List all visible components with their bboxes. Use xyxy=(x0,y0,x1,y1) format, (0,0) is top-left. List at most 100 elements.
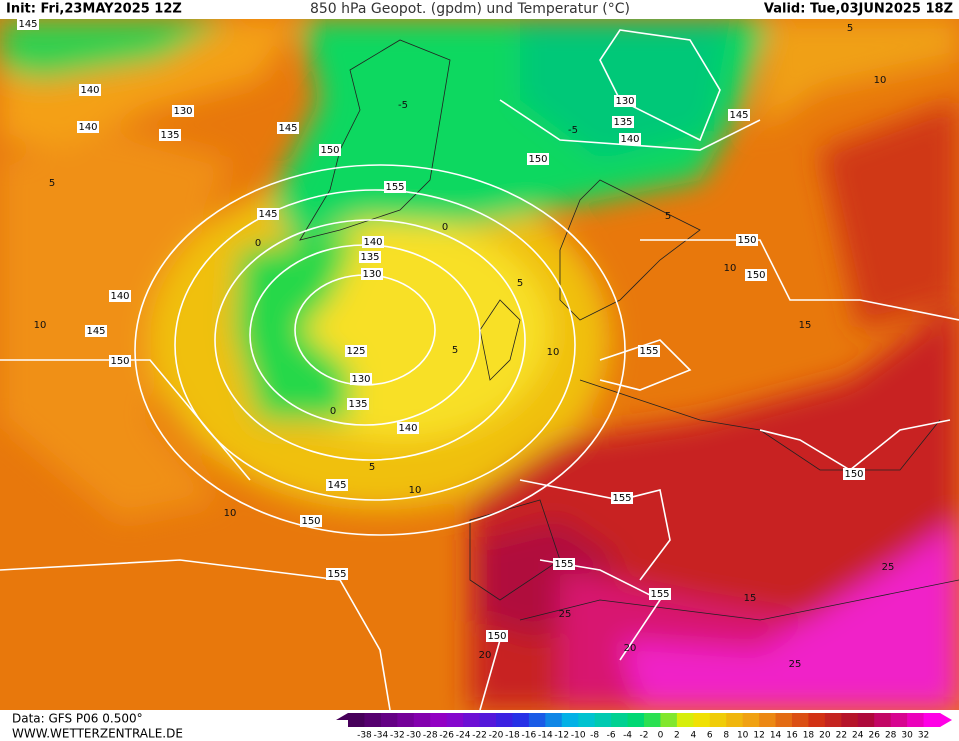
label-box xyxy=(109,290,131,302)
geopotential-label: 150 xyxy=(301,516,320,527)
colorbar-label: 20 xyxy=(819,731,831,741)
label-box xyxy=(619,133,641,145)
temperature-label: 0 xyxy=(442,222,448,233)
colorbar-label: -16 xyxy=(522,731,537,741)
colorbar-label: 32 xyxy=(918,731,929,741)
colorbar-label: -12 xyxy=(554,731,569,741)
colorbar-label: -22 xyxy=(472,731,487,741)
colorbar-label: 24 xyxy=(852,731,864,741)
colorbar-swatch xyxy=(841,713,859,727)
colorbar-swatch xyxy=(742,713,760,727)
colorbar-label: -2 xyxy=(640,731,649,741)
geopotential-label: 140 xyxy=(80,85,99,96)
colorbar-label: -4 xyxy=(623,731,632,741)
label-box xyxy=(728,109,750,121)
colorbar-swatch xyxy=(578,713,596,727)
colorbar-swatch xyxy=(808,713,826,727)
geopotential-label: 155 xyxy=(650,589,669,600)
colorbar-swatch xyxy=(676,713,694,727)
colorbar-label: 4 xyxy=(690,731,696,741)
label-box xyxy=(17,18,39,30)
temperature-label: 10 xyxy=(724,263,737,274)
colorbar-swatch xyxy=(824,713,842,727)
label-box xyxy=(612,116,634,128)
temperature-label: 10 xyxy=(409,485,422,496)
colorbar-swatch xyxy=(627,713,645,727)
label-box xyxy=(384,181,406,193)
colorbar-swatch xyxy=(890,713,908,727)
colorbar-label: -30 xyxy=(406,731,421,741)
colorbar-label: 16 xyxy=(786,731,798,741)
colorbar-swatch xyxy=(907,713,925,727)
geopotential-label: 130 xyxy=(173,106,192,117)
colorbar-swatch xyxy=(874,713,892,727)
label-box xyxy=(638,345,660,357)
colorbar-label: 8 xyxy=(723,731,729,741)
temperature-label: 5 xyxy=(369,462,375,473)
colorbar-label: 0 xyxy=(658,731,664,741)
label-box xyxy=(553,558,575,570)
geopotential-label: 135 xyxy=(613,117,632,128)
colorbar-label: 30 xyxy=(901,731,913,741)
colorbar-swatch xyxy=(496,713,513,727)
colorbar-label: 22 xyxy=(836,731,847,741)
init-time: Init: Fri,23MAY2025 12Z xyxy=(6,2,182,17)
temperature-label: 5 xyxy=(847,23,853,34)
colorbar-swatch xyxy=(792,713,809,727)
label-box xyxy=(319,144,341,156)
data-source: Data: GFS P06 0.500° xyxy=(12,712,143,726)
geopotential-label: 145 xyxy=(86,326,105,337)
geopotential-label: 145 xyxy=(327,480,346,491)
colorbar-swatch xyxy=(364,713,382,727)
label-box xyxy=(614,95,636,107)
colorbar-swatch xyxy=(512,713,530,727)
label-box xyxy=(359,251,381,263)
geopotential-label: 140 xyxy=(363,237,382,248)
temperature-label: 20 xyxy=(479,650,492,661)
label-box xyxy=(843,468,865,480)
colorbar-swatch xyxy=(545,713,563,727)
colorbar-label: 28 xyxy=(885,731,897,741)
label-box xyxy=(397,422,419,434)
label-box xyxy=(362,236,384,248)
temperature-label: 20 xyxy=(624,643,637,654)
colorbar-label: -34 xyxy=(374,731,389,741)
label-box xyxy=(85,325,107,337)
temperature-label: 15 xyxy=(744,593,757,604)
geopotential-label: 140 xyxy=(398,423,417,434)
temperature-label: 0 xyxy=(330,406,336,417)
colorbar-swatch xyxy=(759,713,777,727)
colorbar-swatch xyxy=(479,713,497,727)
colorbar-swatch xyxy=(726,713,744,727)
geopotential-label: 155 xyxy=(554,559,573,570)
label-box xyxy=(350,373,372,385)
colorbar-label: -20 xyxy=(489,731,504,741)
colorbar-swatch xyxy=(561,713,579,727)
colorbar-end xyxy=(336,713,348,727)
temperature-label: 5 xyxy=(517,278,523,289)
temperature-label: 10 xyxy=(224,508,237,519)
temperature-label: 25 xyxy=(882,562,895,573)
geopotential-label: 145 xyxy=(278,123,297,134)
geopotential-label: 150 xyxy=(737,235,756,246)
colorbar-swatch xyxy=(923,713,941,727)
colorbar-swatch xyxy=(348,713,365,727)
geopotential-label: 140 xyxy=(110,291,129,302)
temperature-label: 25 xyxy=(559,609,572,620)
label-box xyxy=(257,208,279,220)
label-box xyxy=(326,568,348,580)
geopotential-label: 145 xyxy=(729,110,748,121)
colorbar-swatch xyxy=(693,713,711,727)
map-title: 850 hPa Geopot. (gpdm) und Temperatur (°… xyxy=(310,1,630,17)
geopotential-label: 140 xyxy=(78,122,97,133)
colorbar-label: 2 xyxy=(674,731,680,741)
geopotential-label: 145 xyxy=(18,19,37,30)
temperature-label: 10 xyxy=(874,75,887,86)
colorbar-end xyxy=(940,713,952,727)
temperature-label: 25 xyxy=(789,659,802,670)
geopotential-label: 150 xyxy=(844,469,863,480)
colorbar-label: 12 xyxy=(753,731,764,741)
geopotential-label: 135 xyxy=(348,399,367,410)
geopotential-label: 135 xyxy=(160,130,179,141)
label-box xyxy=(77,121,99,133)
